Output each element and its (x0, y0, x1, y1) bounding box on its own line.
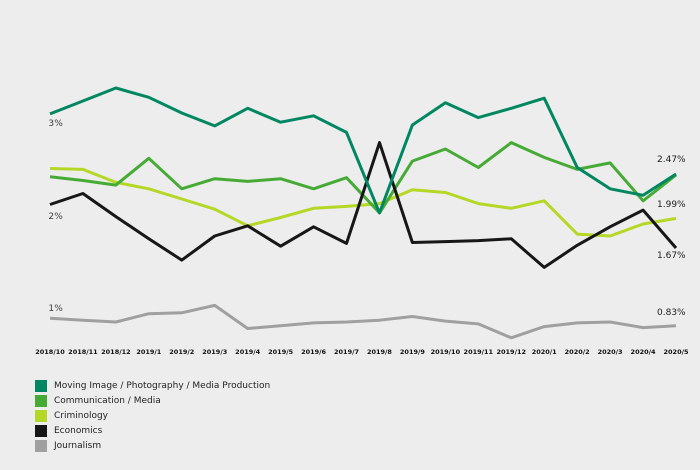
series-line-economics (49, 141, 678, 269)
end-value-label-moving-image-photography-media-production: 2.47% (657, 155, 686, 166)
legend-label: Journalism (54, 440, 102, 451)
legend-swatch-icon (35, 379, 47, 392)
series-line-communication-media (49, 141, 677, 215)
x-tick-label: 2019/2 (169, 348, 195, 356)
x-tick-label: 2019/8 (366, 348, 392, 356)
x-tick-label: 2019/12 (496, 348, 526, 356)
legend-label: Economics (54, 425, 103, 436)
x-tick-label: 2020/4 (630, 348, 656, 356)
y-tick-label: 2% (48, 211, 63, 222)
x-tick-label: 2019/11 (463, 348, 494, 356)
legend-item-moving-image-photography-media-production: Moving Image / Photography / Media Produ… (35, 378, 270, 393)
y-tick-label: 3% (48, 119, 63, 129)
end-value-label-economics: 1.67% (657, 251, 686, 262)
x-tick-label: 2018/12 (101, 348, 131, 356)
end-value-label-journalism: 0.83% (657, 307, 686, 318)
x-tick-label: 2018/11 (68, 348, 98, 356)
legend-item-criminology: Criminology (35, 408, 270, 423)
end-value-label-criminology: 1.99% (657, 200, 686, 211)
x-tick-label: 2018/10 (35, 348, 65, 356)
x-tick-label: 2020/5 (663, 348, 689, 356)
x-tick-label: 2019/7 (334, 348, 360, 356)
x-tick-label: 2019/1 (136, 348, 162, 356)
x-tick-label: 2019/4 (235, 348, 261, 356)
legend-item-journalism: Journalism (35, 438, 270, 453)
legend-label: Criminology (54, 410, 109, 421)
legend: Moving Image / Photography / Media Produ… (35, 378, 270, 453)
x-tick-label: 2020/1 (531, 348, 557, 356)
x-tick-label: 2019/10 (430, 348, 461, 356)
legend-swatch-icon (35, 409, 47, 422)
series-line-moving-image-photography-media-production (49, 86, 677, 215)
x-tick-label: 2020/2 (564, 348, 590, 356)
legend-swatch-icon (35, 424, 47, 437)
series-line-journalism (49, 303, 677, 340)
legend-swatch-icon (35, 394, 47, 407)
x-tick-label: 2019/6 (301, 348, 327, 356)
legend-item-economics: Economics (35, 423, 270, 438)
legend-swatch-icon (35, 439, 47, 452)
series-line-criminology (49, 167, 677, 238)
legend-label: Moving Image / Photography / Media Produ… (54, 380, 271, 391)
x-tick-label: 2019/3 (202, 348, 228, 356)
x-tick-label: 2019/9 (399, 348, 425, 356)
y-tick-label: 1% (48, 304, 63, 314)
x-tick-label: 2019/5 (268, 348, 294, 356)
legend-item-communication-media: Communication / Media (35, 393, 270, 408)
x-tick-label: 2020/3 (597, 348, 623, 356)
legend-label: Communication / Media (54, 395, 161, 406)
